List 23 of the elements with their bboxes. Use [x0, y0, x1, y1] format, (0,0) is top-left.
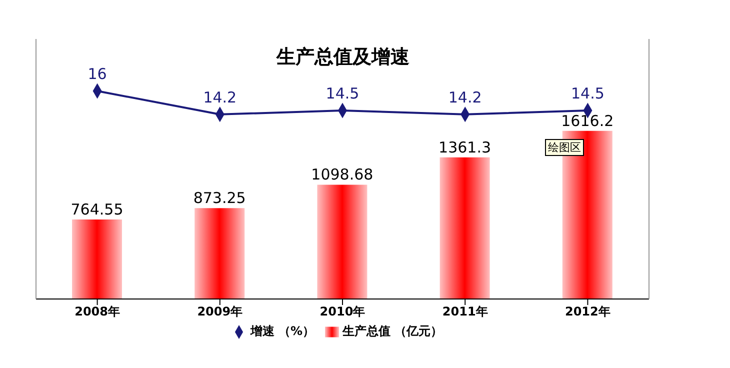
data-label: 14.2 — [448, 88, 482, 106]
legend-label: 增速 （%） — [250, 324, 314, 338]
data-label: 873.25 — [193, 189, 246, 208]
data-label: 1616.2 — [561, 112, 614, 130]
annotation: 绘图区 — [545, 139, 584, 156]
x-tick-label: 2010年 — [320, 304, 366, 319]
chart-title: 生产总值及增速 — [276, 46, 410, 68]
data-label: 1098.68 — [311, 166, 374, 184]
data-label: 16 — [88, 65, 107, 83]
x-tick-label: 2012年 — [564, 304, 610, 319]
data-label: 14.5 — [326, 84, 360, 102]
bar — [317, 184, 368, 299]
data-label: 764.55 — [70, 200, 124, 218]
data-label: 1361.3 — [438, 138, 492, 156]
legend-label: 生产总值 （亿元） — [342, 324, 443, 338]
data-label: 14.5 — [570, 84, 604, 102]
bar — [194, 208, 245, 299]
x-tick-label: 2009年 — [197, 304, 243, 319]
x-tick-label: 2011年 — [442, 304, 488, 319]
data-label: 14.2 — [203, 88, 237, 106]
bar — [440, 157, 490, 299]
x-tick-label: 2008年 — [74, 304, 120, 319]
bar — [72, 219, 122, 299]
